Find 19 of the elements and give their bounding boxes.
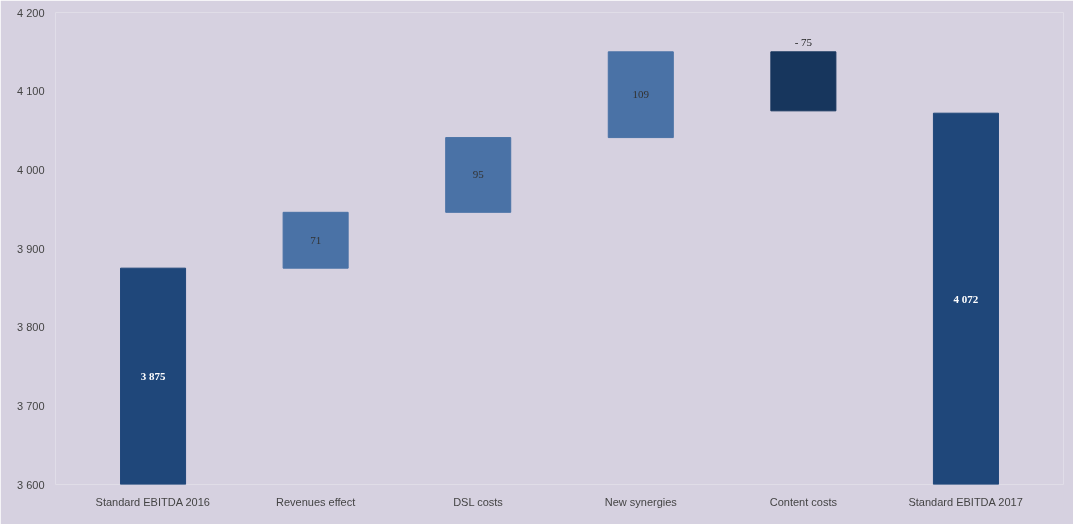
x-tick-label: Content costs bbox=[769, 495, 838, 508]
y-tick-label: 3 700 bbox=[16, 399, 45, 412]
data-label: 95 bbox=[472, 168, 485, 181]
x-tick-label: DSL costs bbox=[453, 495, 504, 508]
y-tick-label: 3 600 bbox=[16, 478, 45, 491]
data-label: 4 072 bbox=[953, 292, 979, 305]
x-tick-label: Revenues effect bbox=[275, 495, 356, 508]
y-tick-label: 4 000 bbox=[16, 163, 45, 176]
y-tick-label: 4 200 bbox=[16, 6, 45, 19]
y-tick-label: 3 900 bbox=[16, 242, 45, 255]
data-label: 3 875 bbox=[140, 370, 166, 383]
x-tick-label: Standard EBITDA 2017 bbox=[908, 495, 1023, 508]
x-tick-label: Standard EBITDA 2016 bbox=[95, 495, 210, 508]
data-label: 71 bbox=[310, 233, 322, 246]
x-tick-label: New synergies bbox=[604, 495, 678, 508]
data-label: 109 bbox=[632, 88, 650, 101]
y-tick-label: 3 800 bbox=[16, 321, 45, 334]
y-tick-label: 4 100 bbox=[16, 85, 45, 98]
data-label: - 75 bbox=[794, 36, 813, 49]
